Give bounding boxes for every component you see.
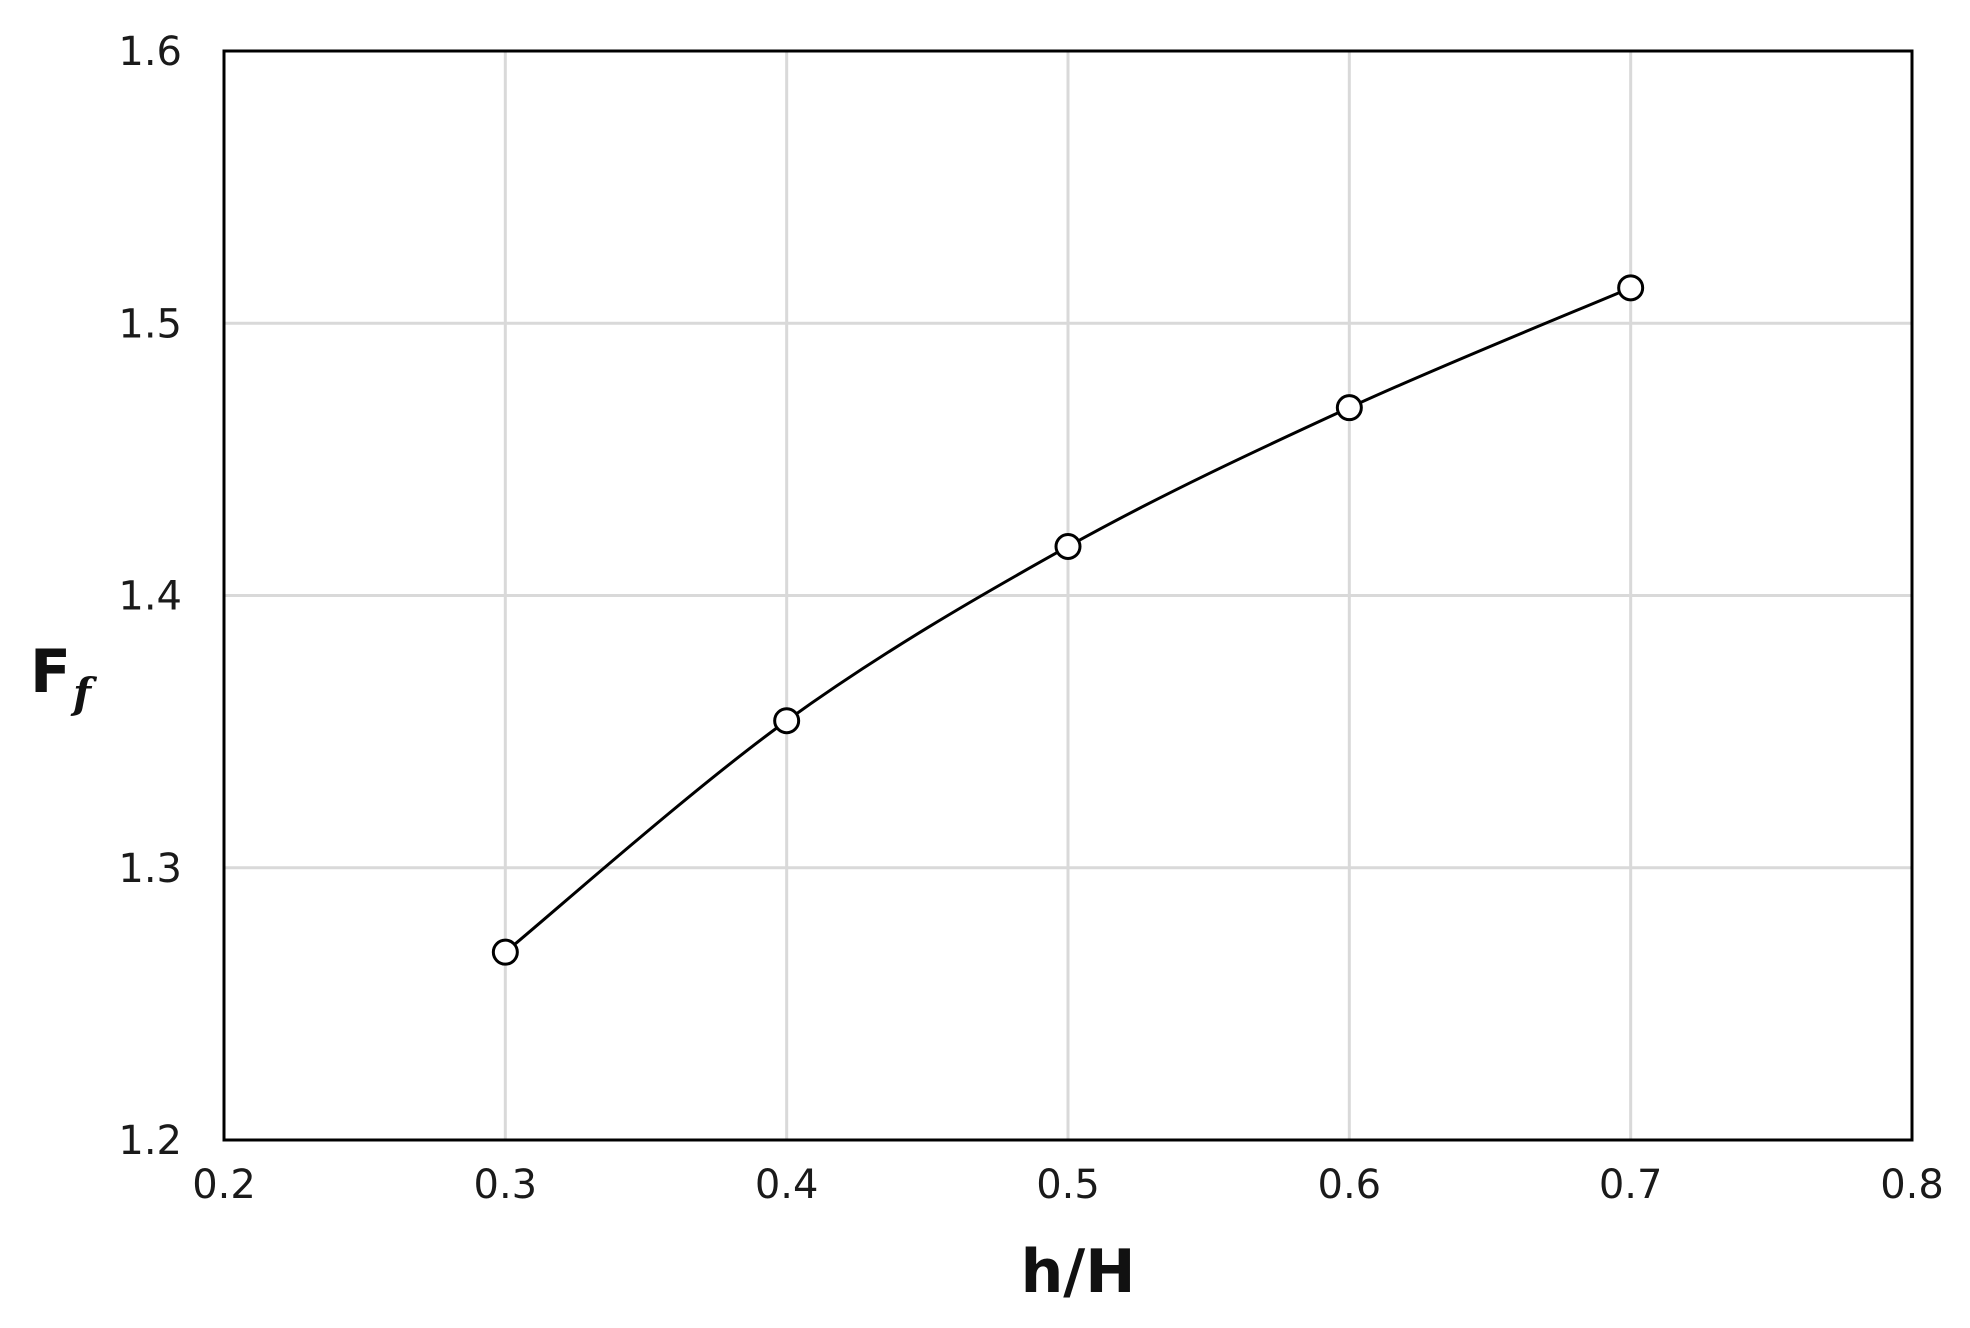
y-tick-labels: 1.2 1.3 1.4 1.5 1.6: [118, 29, 182, 1164]
data-point-4: [1617, 274, 1645, 302]
x-axis-title: h/H: [1021, 1237, 1136, 1307]
x-tick-labels: 0.2 0.3 0.4 0.5 0.6 0.7 0.8: [192, 1162, 1944, 1208]
series: [491, 274, 1645, 966]
y-tick-label-2: 1.4: [118, 574, 182, 620]
data-point-0: [491, 938, 519, 966]
x-tick-label-3: 0.5: [1036, 1162, 1100, 1208]
x-tick-label-4: 0.6: [1318, 1162, 1382, 1208]
y-axis-title-subscript: f: [70, 669, 98, 718]
data-point-3: [1335, 394, 1363, 422]
x-tick-label-0: 0.2: [192, 1162, 256, 1208]
y-tick-label-3: 1.5: [118, 301, 182, 347]
x-tick-label-2: 0.4: [755, 1162, 819, 1208]
y-tick-label-0: 1.2: [118, 1118, 182, 1164]
grid: [222, 49, 1914, 1142]
y-tick-label-1: 1.3: [118, 846, 182, 892]
x-tick-label-1: 0.3: [474, 1162, 538, 1208]
y-axis-title: Ff: [30, 637, 98, 718]
data-point-1: [773, 707, 801, 735]
x-tick-label-6: 0.8: [1880, 1162, 1944, 1208]
y-axis-title-main: F: [30, 637, 71, 707]
plot-frame: [222, 49, 1914, 1142]
x-tick-label-5: 0.7: [1599, 1162, 1663, 1208]
data-point-2: [1054, 532, 1082, 560]
y-tick-label-4: 1.6: [118, 29, 182, 75]
